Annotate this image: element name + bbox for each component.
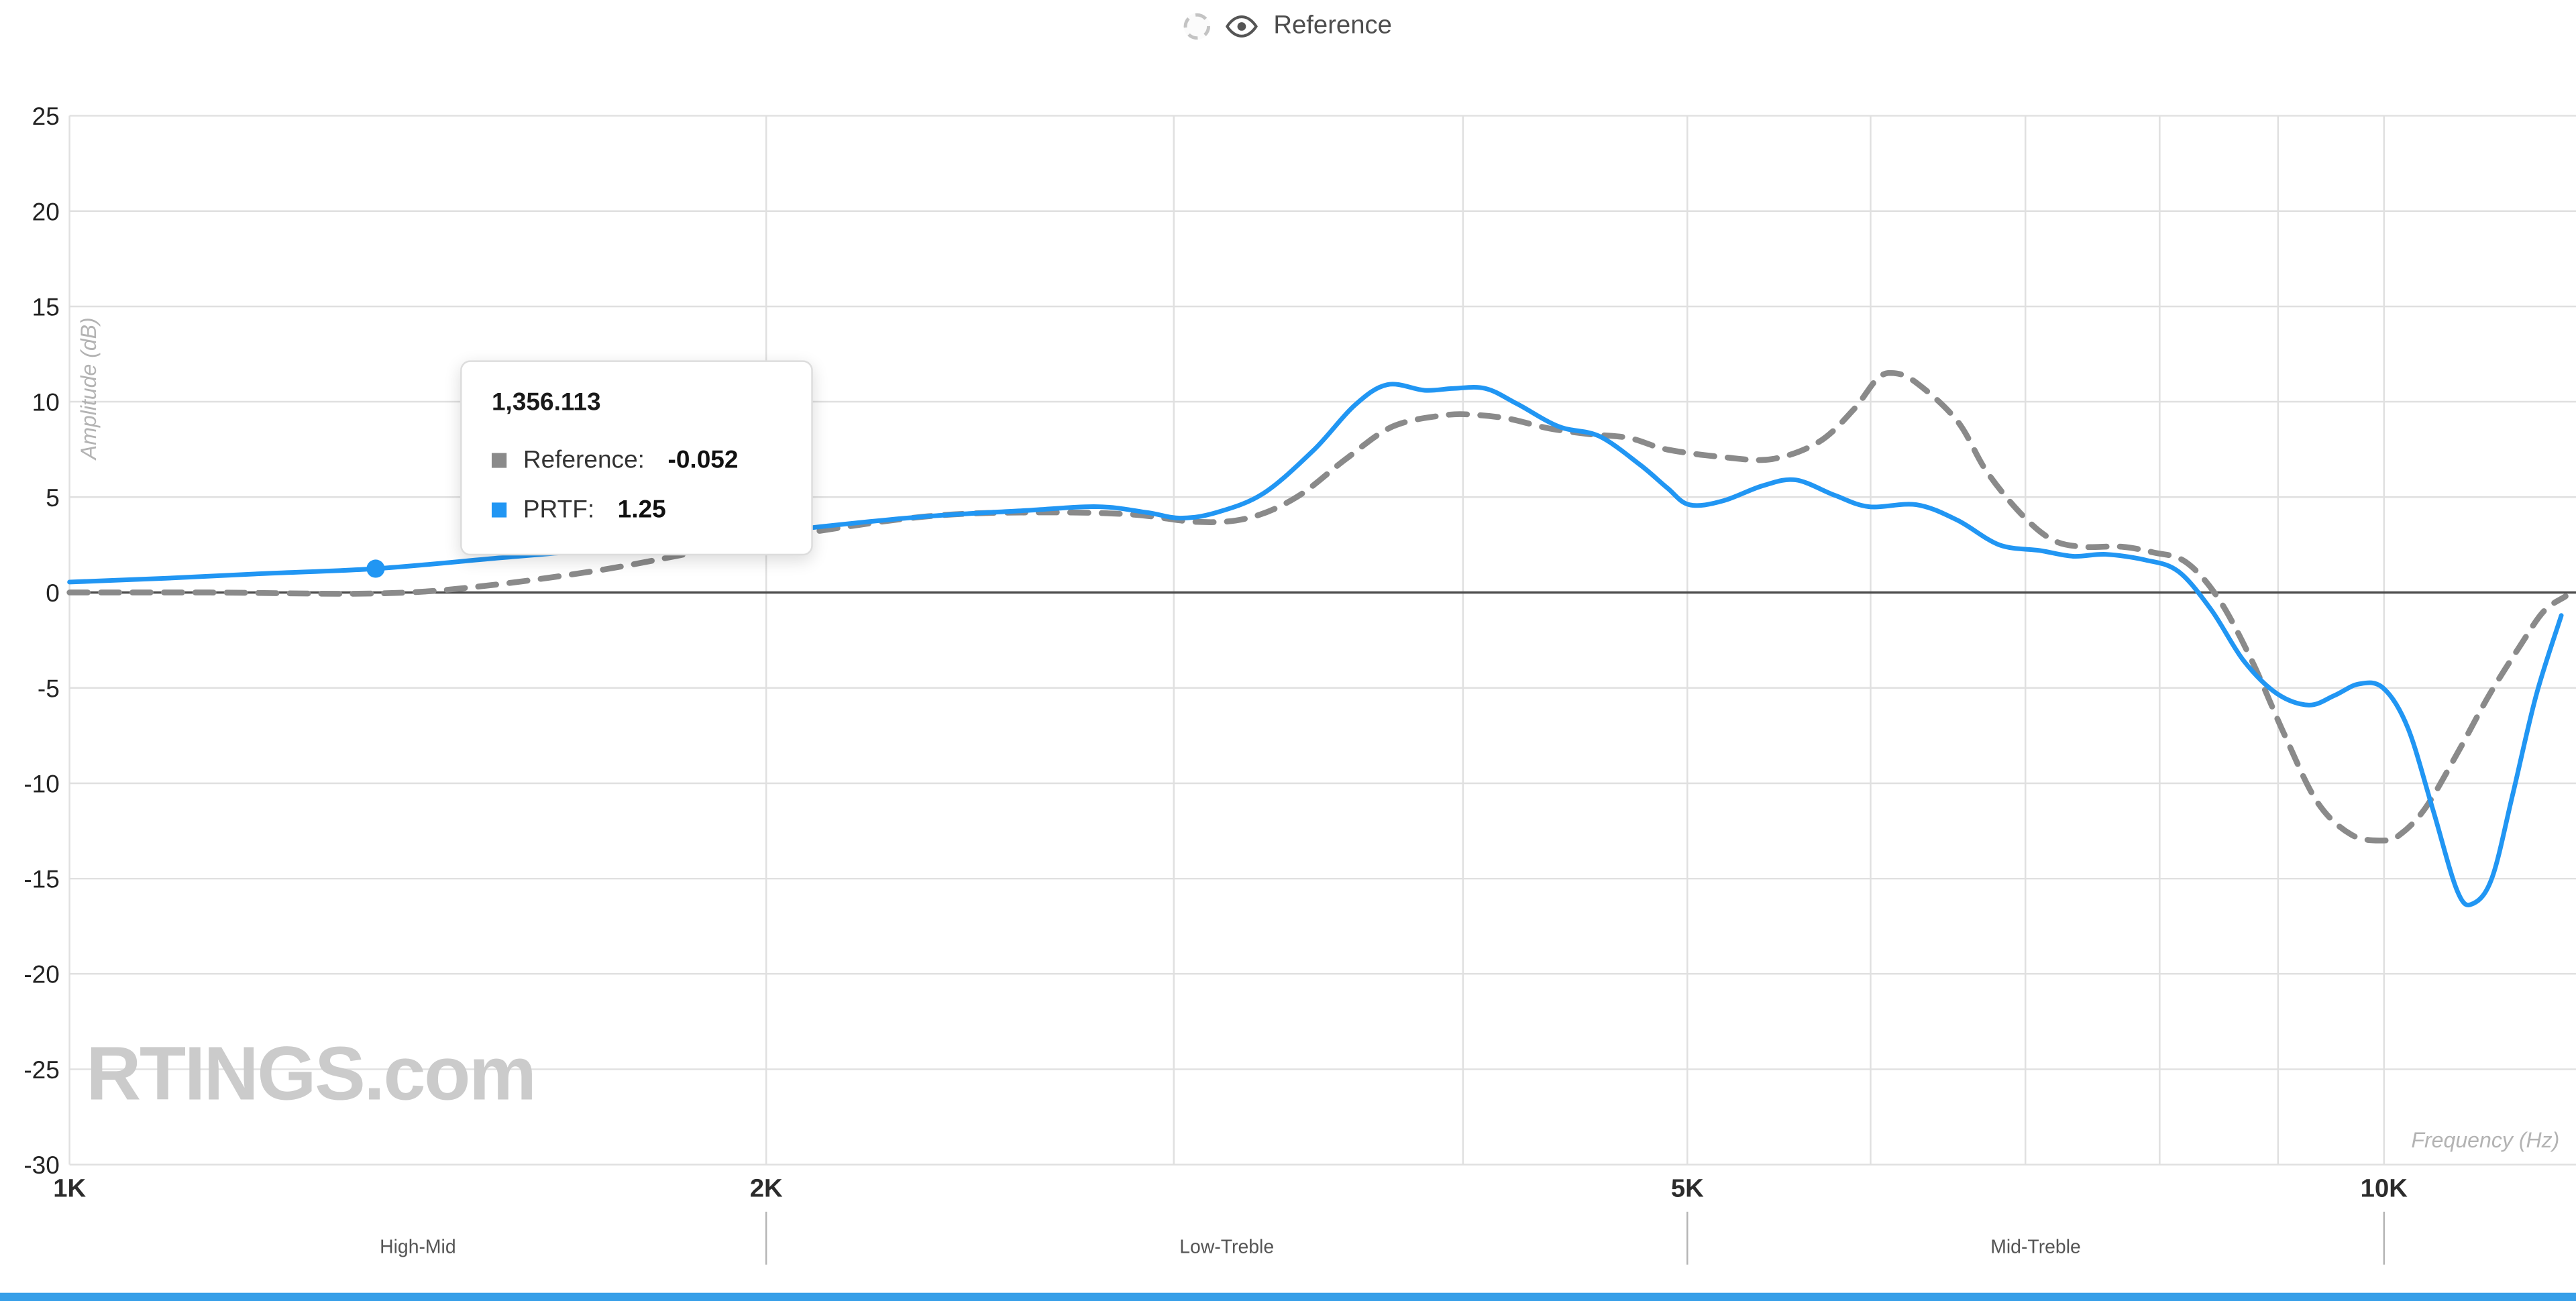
legend: Reference: [0, 10, 2576, 43]
y-axis-title: Amplitude (dB): [76, 317, 101, 461]
y-axis-tick-label: -5: [38, 675, 60, 702]
y-axis-tick-label: -25: [23, 1056, 59, 1084]
reference-series-swatch: [491, 453, 507, 468]
tooltip-row-prtf: PRTF: 1.25: [491, 496, 782, 524]
x-axis-tick-label: 1K: [53, 1174, 86, 1203]
tooltip-row-reference: Reference: -0.052: [491, 446, 782, 475]
hover-tooltip: 1,356.113 Reference: -0.052 PRTF: 1.25: [460, 360, 813, 556]
tooltip-frequency-value: 1,356.113: [491, 388, 601, 417]
visibility-eye-icon[interactable]: [1226, 10, 1258, 43]
rtings-watermark: RTINGS.com: [86, 1029, 537, 1116]
x-axis-tick-label: 10K: [2361, 1174, 2408, 1203]
hover-marker-dot: [366, 559, 385, 578]
y-axis-tick-label: -30: [23, 1151, 59, 1179]
y-axis-tick-label: 20: [32, 198, 60, 225]
band-label: Low-Treble: [1179, 1237, 1274, 1258]
legend-label: Reference: [1273, 11, 1392, 40]
y-axis-tick-label: 15: [32, 294, 60, 321]
y-axis-tick-label: 5: [46, 484, 60, 512]
tooltip-prtf-value: 1.25: [617, 496, 666, 524]
x-axis-tick-label: 2K: [750, 1174, 783, 1203]
tooltip-reference-value: -0.052: [667, 446, 739, 475]
y-axis-tick-label: -15: [23, 866, 59, 893]
y-axis-tick-label: -20: [23, 961, 59, 988]
band-label: Mid-Treble: [1990, 1237, 2081, 1258]
tooltip-prtf-label: PRTF:: [523, 496, 595, 524]
y-axis-tick-label: 25: [32, 103, 60, 130]
y-axis-tick-label: 0: [46, 579, 60, 607]
reference-series-swatch-toggle[interactable]: [1184, 13, 1211, 40]
tooltip-reference-label: Reference:: [523, 446, 645, 475]
x-axis-tick-label: 5K: [1671, 1174, 1704, 1203]
series-curve-reference: [66, 370, 2569, 844]
bottom-accent-bar: [0, 1292, 2576, 1301]
y-axis-tick-label: -10: [23, 771, 59, 798]
series-curve-prtf: [67, 382, 2564, 907]
y-axis-tick-label: 10: [32, 389, 60, 416]
band-label: High-Mid: [380, 1237, 456, 1258]
x-axis-title: Frequency (Hz): [2411, 1128, 2559, 1152]
prtf-series-swatch: [491, 502, 507, 518]
